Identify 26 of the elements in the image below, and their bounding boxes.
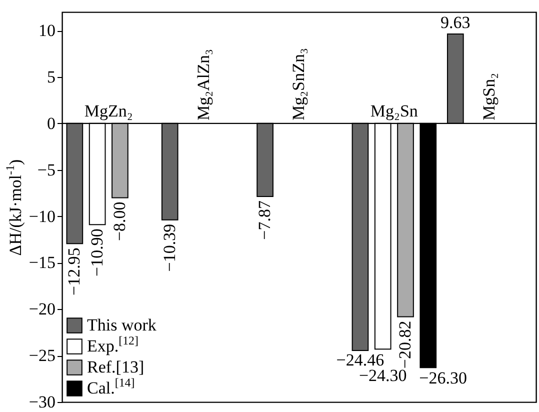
x-tick-label: MgSn₂ [479,72,498,120]
data-label: −20.82 [396,320,414,369]
y-tick-label: 10 [38,21,56,40]
y-tick-label: −30 [28,392,56,412]
y-tick-label: 5 [47,68,56,86]
data-label: −8.00 [110,202,129,242]
data-label: −7.87 [255,200,274,240]
x-tick-label: Mg₂SnZn₃ [289,48,308,120]
data-label: −12.95 [64,248,84,296]
data-label: −26.30 [419,368,467,388]
data-label: −10.39 [160,224,179,272]
legend-label: Exp.$^{[12]}$ [87,334,138,356]
y-tick-label: −5 [37,160,56,180]
legend-label: Cal.$^{[14]}$ [87,376,135,398]
y-tick-label: 0 [47,114,56,133]
x-tick-label: MgZn₂ [84,101,133,120]
y-tick-label: −10 [28,206,56,226]
data-label: −10.90 [87,228,106,276]
y-tick-label: −15 [28,253,56,272]
x-tick-label: Mg₂Sn [370,101,418,120]
x-tick-label: Mg₂AlZn₃ [194,49,213,120]
y-tick-label: −20 [28,300,56,319]
legend-label: Ref.[13] [87,358,144,376]
data-label: 9.63 [440,13,470,32]
y-tick-label: −25 [28,346,56,366]
legend-label: This work [87,316,157,334]
